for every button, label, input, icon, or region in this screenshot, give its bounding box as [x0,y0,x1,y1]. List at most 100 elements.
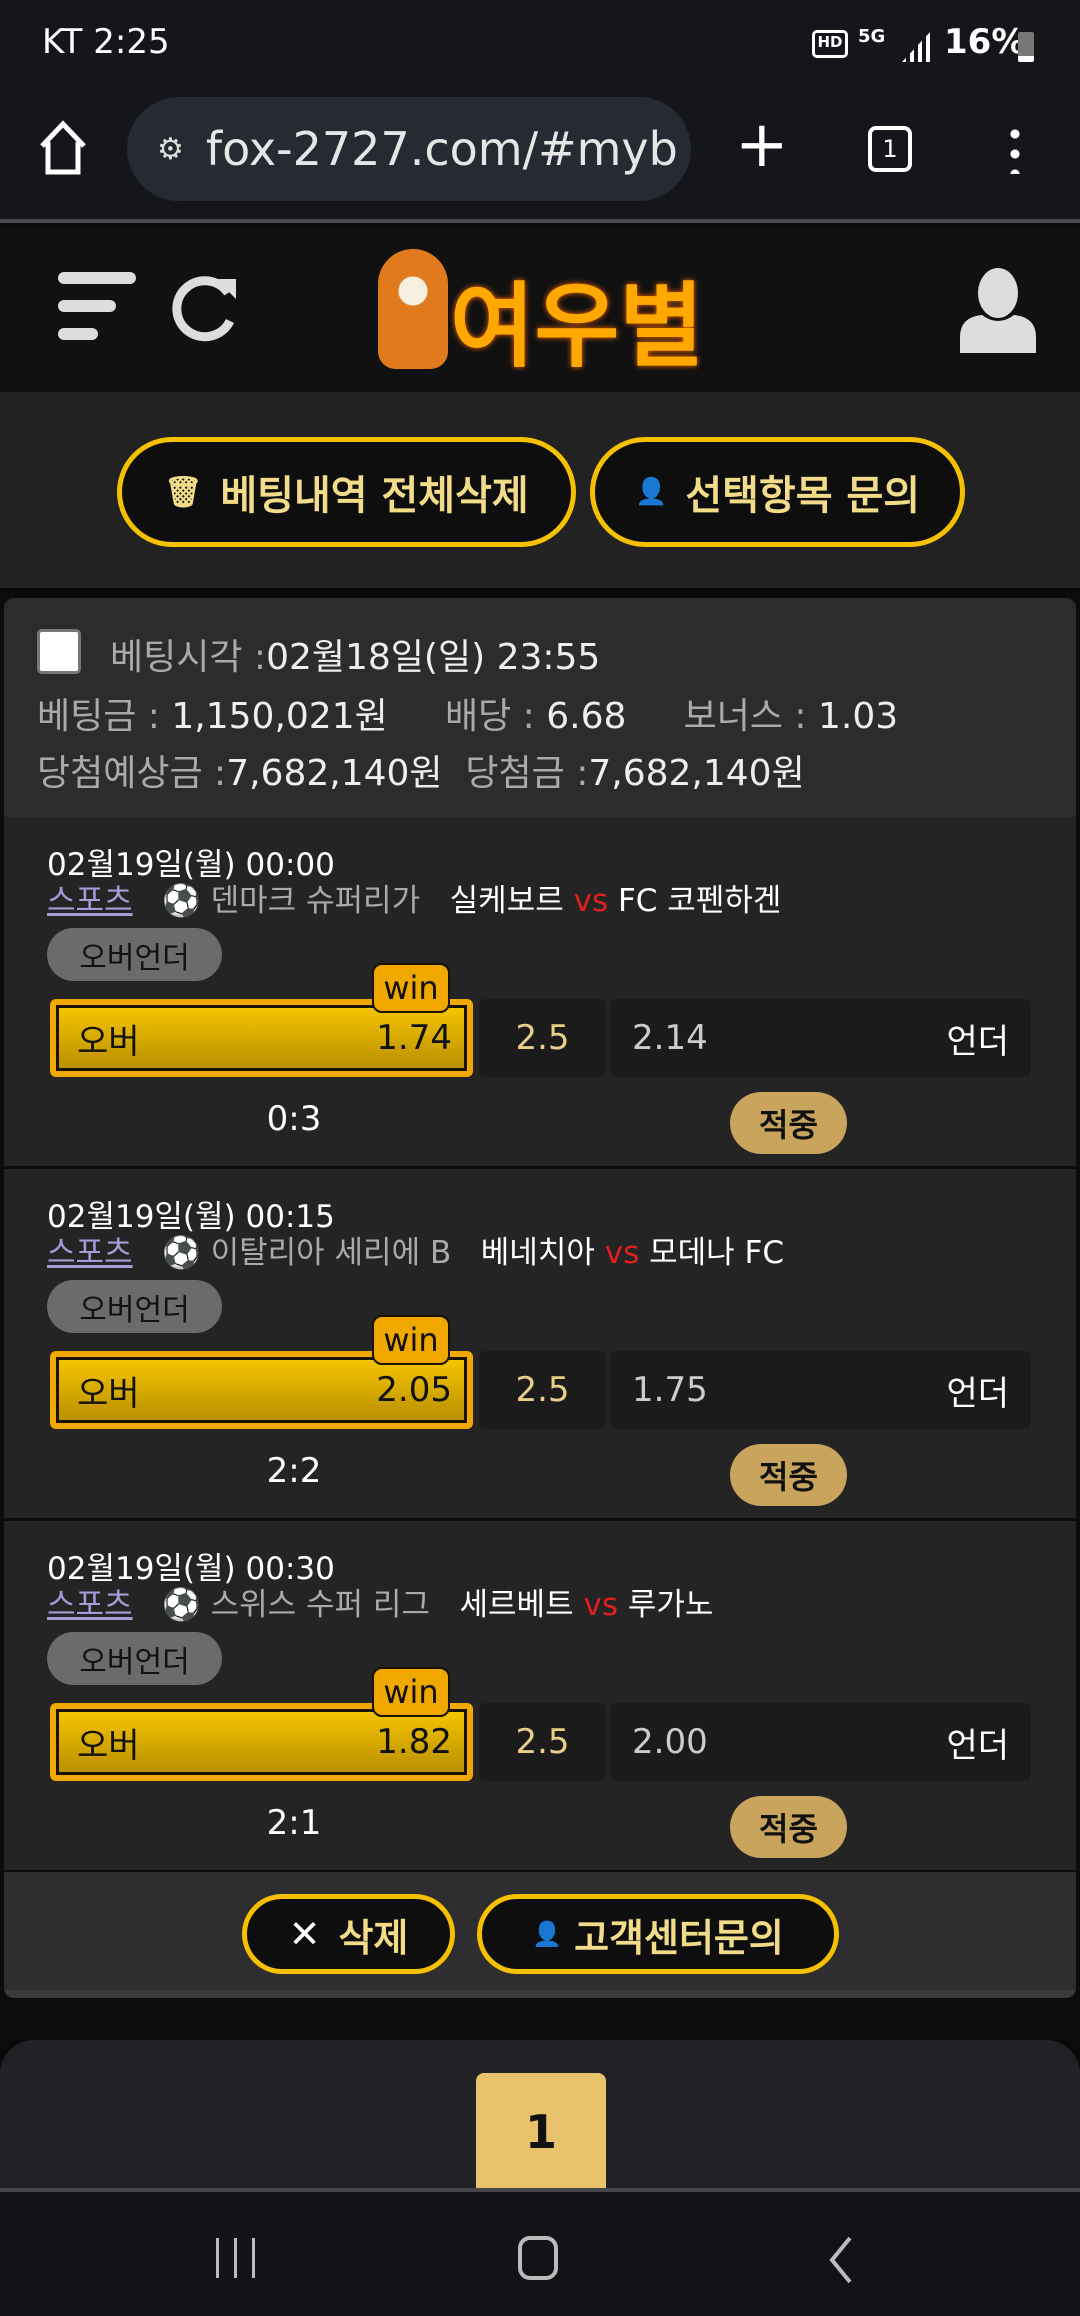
trash-icon: 🗑 [164,474,203,510]
home-team: 베네치아 [480,1235,595,1271]
page-1-button[interactable]: 1 [476,2073,606,2190]
site-settings-icon[interactable]: ⚙ [157,131,184,167]
battery-level: 16% [944,22,1026,62]
signal-icon [902,30,932,62]
new-tab-icon[interactable]: + [735,108,789,182]
under-odds: 1.75 [632,1370,708,1410]
site-header: 여우별 [0,227,1080,392]
bet-summary: 베팅금 : 1,150,021원 배당 : 6.68 보너스 : 1.03 [37,696,899,737]
support-agent-icon: 👤 [532,1920,563,1948]
delete-all-label: 베팅내역 전체삭제 [220,473,529,519]
soccer-ball-icon: ⚽ [162,883,201,919]
category-link[interactable]: 스포츠 [47,1587,133,1623]
over-odds: 1.82 [376,1722,452,1762]
5g-icon: 5G [858,26,886,47]
delete-label: 삭제 [338,1915,409,1960]
match-score: 2:1 [266,1803,322,1843]
url-bar[interactable]: ⚙ fox-2727.com/#myb [127,97,691,201]
battery-icon [1018,32,1034,62]
under-label: 언더 [946,1021,1009,1062]
bet-slip-card: 베팅시각 :02월18일(일) 23:55 베팅금 : 1,150,021원 배… [4,598,1076,1998]
over-label: 오버 [77,1725,140,1766]
refresh-icon[interactable] [172,273,242,343]
vs-label: vs [583,1587,618,1623]
soccer-ball-icon: ⚽ [162,1235,201,1271]
over-label: 오버 [77,1021,140,1062]
under-label: 언더 [946,1373,1009,1414]
away-team: 루가노 [627,1587,714,1623]
match-info: 스포츠 ⚽ 스위스 수퍼 리그 세르베트 vs 루가노 [47,1579,713,1624]
recent-apps-icon[interactable] [216,2238,256,2278]
over-odds: 2.05 [376,1370,452,1410]
home-nav-icon[interactable] [518,2236,558,2280]
hd-voice-icon: HD [812,30,848,58]
away-team: FC 코펜하겐 [617,883,782,919]
bet-payout: 당첨예상금 :7,682,140원 당첨금 :7,682,140원 [37,753,805,794]
league-name: 이탈리아 세리에 B [210,1235,452,1271]
tab-count-button[interactable]: 1 [868,126,912,172]
win-badge: win [372,1667,450,1717]
soccer-ball-icon: ⚽ [162,1587,201,1623]
status-bar: KT 2:25 HD 5G 16% [0,0,1080,88]
card-footer: ✕ 삭제 👤 고객센터문의 [4,1872,1076,1990]
support-agent-icon: 👤 [634,477,668,507]
under-label: 언더 [946,1725,1009,1766]
inquire-selected-button[interactable]: 👤 선택항목 문의 [590,437,965,547]
handicap-line: 2.5 [479,1703,606,1781]
category-link[interactable]: 스포츠 [47,1235,133,1271]
customer-support-button[interactable]: 👤 고객센터문의 [477,1894,839,1974]
delete-all-button[interactable]: 🗑 베팅내역 전체삭제 [117,437,576,547]
league-name: 스위스 수퍼 리그 [210,1587,430,1623]
result-badge: 적중 [730,1092,847,1154]
under-option: 1.75 언더 [610,1351,1031,1429]
site-logo[interactable]: 여우별 [450,273,704,380]
win-badge: win [372,963,450,1013]
result-badge: 적중 [730,1444,847,1506]
close-icon: ✕ [288,1912,321,1956]
match-score: 2:2 [266,1451,322,1491]
handicap-line: 2.5 [479,1351,606,1429]
action-bar: 🗑 베팅내역 전체삭제 👤 선택항목 문의 [0,392,1080,588]
under-odds: 2.00 [632,1722,708,1762]
match-datetime: 02월19일(월) 00:15 [47,1199,335,1235]
pagination: 1 [0,2040,1080,2190]
home-icon[interactable] [38,120,88,176]
match-datetime: 02월19일(월) 00:30 [47,1551,335,1587]
browser-toolbar: ⚙ fox-2727.com/#myb + 1 [0,88,1080,223]
under-odds: 2.14 [632,1018,708,1058]
carrier-time: KT 2:25 [42,22,170,62]
win-badge: win [372,1315,450,1365]
inquire-selected-label: 선택항목 문의 [685,473,921,519]
market-chip: 오버언더 [47,1632,222,1685]
away-team: 모데나 FC [649,1235,784,1271]
over-odds: 1.74 [376,1018,452,1058]
league-name: 덴마크 슈퍼리가 [210,883,421,919]
user-icon[interactable] [958,267,1038,353]
under-option: 2.00 언더 [610,1703,1031,1781]
more-menu-icon[interactable] [1010,124,1020,174]
bet-time: 베팅시각 :02월18일(일) 23:55 [110,637,601,678]
match-datetime: 02월19일(월) 00:00 [47,847,335,883]
menu-icon[interactable] [58,272,136,340]
support-label: 고객센터문의 [574,1915,784,1960]
url-text: fox-2727.com/#myb [205,122,678,176]
market-chip: 오버언더 [47,928,222,981]
back-icon[interactable] [826,2236,856,2284]
result-badge: 적중 [730,1796,847,1858]
category-link[interactable]: 스포츠 [47,883,133,919]
match-score: 0:3 [266,1099,322,1139]
fox-mascot-logo [378,249,448,369]
match-info: 스포츠 ⚽ 덴마크 슈퍼리가 실케보르 vs FC 코펜하겐 [47,875,781,920]
vs-label: vs [604,1235,640,1271]
match-row: 02월19일(월) 00:15 스포츠 ⚽ 이탈리아 세리에 B 베네치아 vs… [4,1169,1076,1521]
delete-button[interactable]: ✕ 삭제 [242,1894,455,1974]
market-chip: 오버언더 [47,1280,222,1333]
home-team: 세르베트 [459,1587,574,1623]
match-info: 스포츠 ⚽ 이탈리아 세리에 B 베네치아 vs 모데나 FC [47,1227,784,1272]
select-checkbox[interactable] [37,629,81,674]
vs-label: vs [573,883,609,919]
over-label: 오버 [77,1373,140,1414]
android-nav-bar [0,2188,1080,2316]
handicap-line: 2.5 [479,999,606,1077]
match-row: 02월19일(월) 00:30 스포츠 ⚽ 스위스 수퍼 리그 세르베트 vs … [4,1521,1076,1873]
